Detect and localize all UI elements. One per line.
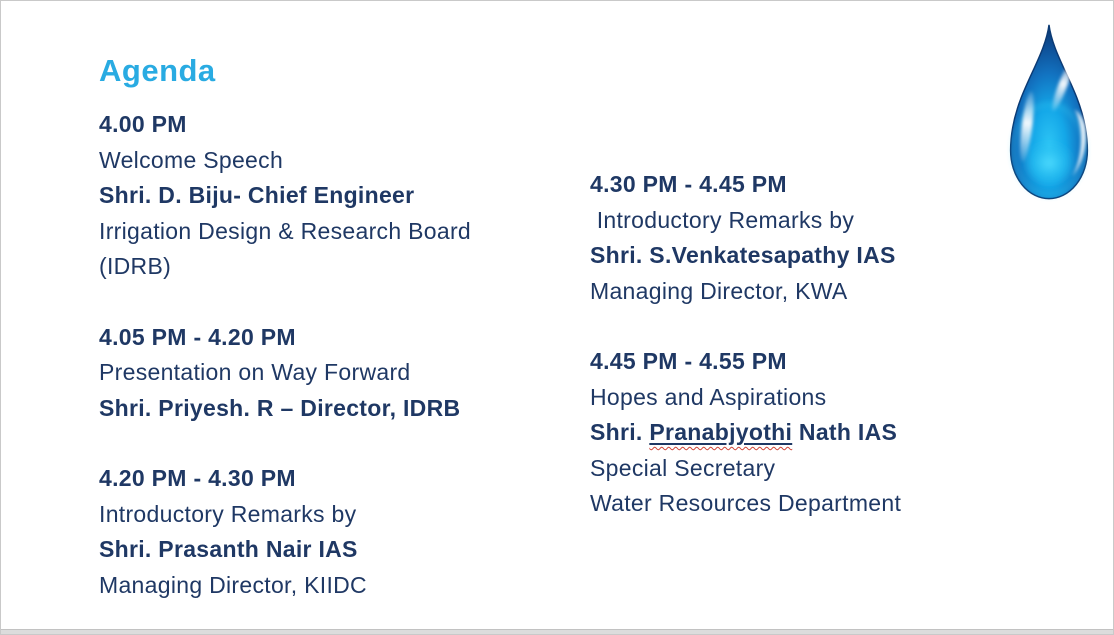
page-title: Agenda xyxy=(99,53,216,88)
agenda-block: 4.05 PM - 4.20 PM Presentation on Way For… xyxy=(99,320,569,427)
agenda-time: 4.30 PM - 4.45 PM xyxy=(590,171,787,197)
agenda-speaker: Shri. Prasanth Nair IAS xyxy=(99,536,358,562)
agenda-time: 4.00 PM xyxy=(99,111,187,137)
agenda-line: Managing Director, KWA xyxy=(590,277,848,304)
water-drop-icon xyxy=(1009,24,1089,200)
agenda-speaker: Shri. D. Biju- Chief Engineer xyxy=(99,182,415,208)
window-bottom-edge xyxy=(1,629,1113,634)
misspelled-word: Pranabjyothi xyxy=(649,419,793,445)
agenda-line: Special Secretary xyxy=(590,454,776,481)
agenda-speaker: Shri. Priyesh. R – Director, IDRB xyxy=(99,394,461,421)
agenda-line: Irrigation Design & Research Board xyxy=(99,217,471,244)
text-part: Nath IAS xyxy=(792,419,898,445)
agenda-block: 4.45 PM - 4.55 PM Hopes and Aspirations Sh… xyxy=(590,344,1060,522)
agenda-line: Presentation on Way Forward xyxy=(99,359,411,385)
agenda-line: Managing Director, KIIDC xyxy=(99,571,367,598)
text-part: Shri. xyxy=(590,419,650,445)
agenda-block: 4.00 PM Welcome Speech Shri. D. Biju- Chie… xyxy=(99,107,569,285)
agenda-time: 4.05 PM - 4.20 PM xyxy=(99,323,296,350)
agenda-speaker: Shri. Pranabjyothi Nath IAS xyxy=(590,415,1060,451)
agenda-speaker: Shri. S.Venkatesapathy IAS xyxy=(590,242,896,268)
agenda-line: Welcome Speech xyxy=(99,146,284,173)
agenda-column-right: 4.30 PM - 4.45 PM Introductory Remarks b… xyxy=(590,167,1060,522)
agenda-line: Introductory Remarks by xyxy=(99,500,357,527)
agenda-line: (IDRB) xyxy=(99,253,172,279)
agenda-block: 4.30 PM - 4.45 PM Introductory Remarks b… xyxy=(590,167,1060,309)
agenda-column-left: 4.00 PM Welcome Speech Shri. D. Biju- Chie… xyxy=(99,107,569,603)
agenda-line: Introductory Remarks by xyxy=(590,206,855,233)
agenda-time: 4.20 PM - 4.30 PM xyxy=(99,465,296,491)
agenda-line: Hopes and Aspirations xyxy=(590,383,827,410)
agenda-block: 4.20 PM - 4.30 PM Introductory Remarks by… xyxy=(99,461,569,603)
agenda-line: Water Resources Department xyxy=(590,490,902,516)
agenda-time: 4.45 PM - 4.55 PM xyxy=(590,348,787,374)
